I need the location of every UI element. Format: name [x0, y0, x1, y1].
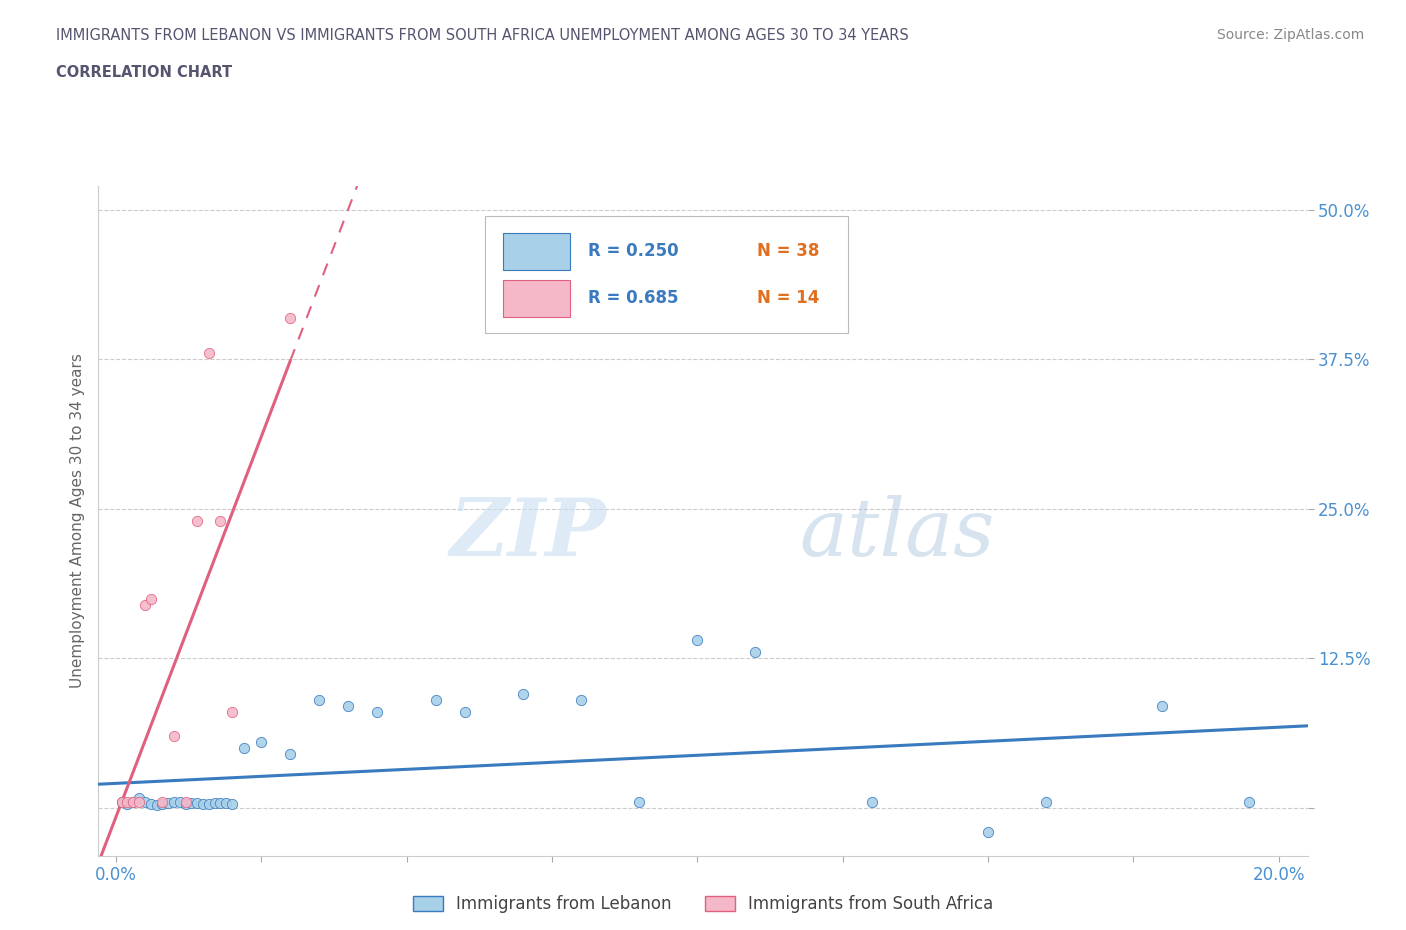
Point [512, 686, 534, 701]
Point [191, 797, 214, 812]
Text: atlas: atlas [800, 496, 995, 573]
Point [209, 513, 232, 528]
Bar [503, 232, 569, 270]
Point [425, 693, 447, 708]
Point [198, 797, 221, 812]
Text: Source: ZipAtlas.com: Source: ZipAtlas.com [1216, 28, 1364, 42]
Point [111, 794, 134, 809]
Point [128, 790, 150, 805]
Point [186, 513, 208, 528]
Point [308, 693, 330, 708]
Point [122, 794, 145, 809]
Text: R = 0.685: R = 0.685 [588, 289, 679, 307]
Text: ZIP: ZIP [450, 496, 606, 573]
Point [139, 797, 162, 812]
Point [569, 693, 592, 708]
Point [134, 597, 156, 612]
Point [232, 740, 254, 755]
Point [1239, 794, 1261, 809]
Y-axis label: Unemployment Among Ages 30 to 34 years: Unemployment Among Ages 30 to 34 years [69, 353, 84, 688]
Point [977, 824, 1000, 839]
Point [198, 346, 221, 361]
Point [250, 735, 273, 750]
Point [453, 705, 475, 720]
Point [163, 794, 186, 809]
Point [122, 794, 145, 809]
Point [1152, 698, 1174, 713]
Point [628, 794, 651, 809]
Point [221, 797, 243, 812]
Text: CORRELATION CHART: CORRELATION CHART [56, 65, 232, 80]
Point [139, 591, 162, 606]
Point [117, 797, 139, 812]
Text: N = 14: N = 14 [758, 289, 820, 307]
Point [174, 797, 197, 812]
Bar [485, 216, 848, 333]
Point [150, 797, 173, 812]
Point [174, 794, 197, 809]
Point [157, 795, 180, 810]
Text: N = 38: N = 38 [758, 243, 820, 260]
Point [337, 698, 360, 713]
Point [366, 705, 388, 720]
Point [134, 794, 156, 809]
Point [169, 794, 191, 809]
Point [163, 728, 186, 743]
Point [221, 705, 243, 720]
Point [204, 795, 226, 810]
Text: IMMIGRANTS FROM LEBANON VS IMMIGRANTS FROM SOUTH AFRICA UNEMPLOYMENT AMONG AGES : IMMIGRANTS FROM LEBANON VS IMMIGRANTS FR… [56, 28, 910, 43]
Legend: Immigrants from Lebanon, Immigrants from South Africa: Immigrants from Lebanon, Immigrants from… [405, 887, 1001, 922]
Point [215, 795, 238, 810]
Point [180, 795, 202, 810]
Point [209, 795, 232, 810]
Point [145, 798, 167, 813]
Text: R = 0.250: R = 0.250 [588, 243, 679, 260]
Point [686, 633, 709, 648]
Point [186, 795, 208, 810]
Point [117, 794, 139, 809]
Point [744, 644, 766, 659]
Bar [503, 280, 569, 316]
Point [111, 794, 134, 809]
Point [278, 310, 301, 325]
Point [860, 794, 883, 809]
Point [128, 794, 150, 809]
Point [1035, 794, 1057, 809]
Point [150, 794, 173, 809]
Point [278, 747, 301, 762]
